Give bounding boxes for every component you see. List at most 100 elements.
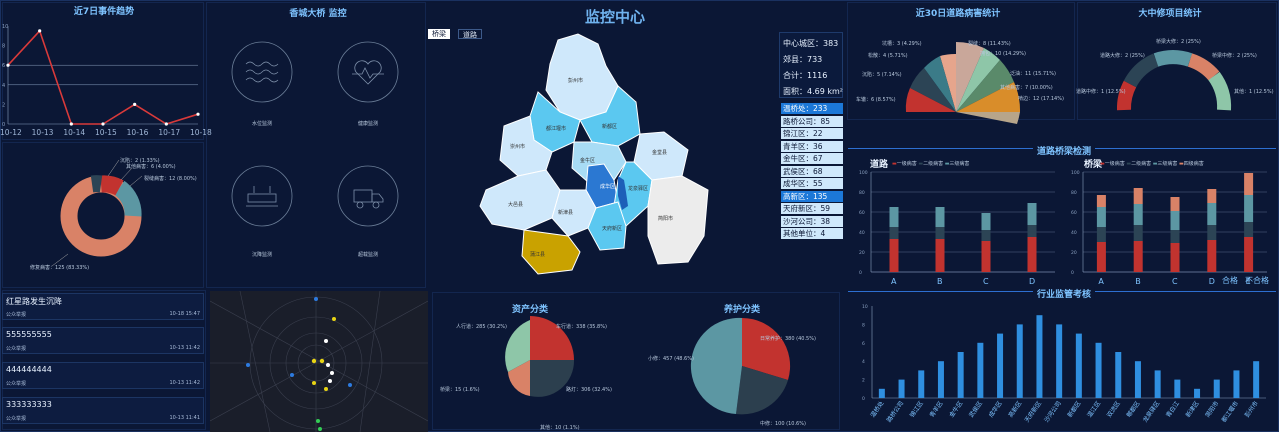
y-tick-label: 10 xyxy=(2,24,8,30)
maintain-title: 养护分类 xyxy=(723,305,761,315)
y-tick-label: 6 xyxy=(862,341,865,347)
map-marker[interactable] xyxy=(312,381,316,385)
map-district[interactable] xyxy=(521,229,581,275)
x-tick-label: 彭州市 xyxy=(1243,400,1260,419)
map-district[interactable] xyxy=(499,115,553,177)
map-marker[interactable] xyxy=(246,363,250,367)
settlement-label: 沉降监测 xyxy=(252,252,273,258)
event-item[interactable]: 555555555 公众举报 10-13 11:42 xyxy=(2,327,204,354)
bar-segment xyxy=(1096,207,1106,227)
asset-label: 人行道：285 (30.2%) xyxy=(456,324,507,330)
tab-bridge[interactable]: 桥梁 xyxy=(428,29,450,39)
donut-label: 其他病害：6 (4.00%) xyxy=(126,164,176,170)
x-tick-label: A xyxy=(1098,277,1104,286)
map-marker[interactable] xyxy=(311,358,317,364)
district-list-item[interactable]: 成华区：55 xyxy=(781,178,843,189)
district-list-item[interactable]: 路桥公司：85 xyxy=(781,115,843,127)
event-item[interactable]: 红星路发生沉降 公众举报 10-18 15:47 xyxy=(2,293,204,320)
map-marker[interactable] xyxy=(316,419,320,423)
map-marker[interactable] xyxy=(290,373,294,377)
y-tick-label: 4 xyxy=(2,83,5,89)
y-tick-label: 80 xyxy=(1071,190,1077,196)
inspection-title: 道路桥梁检测 xyxy=(1032,144,1096,157)
map-district[interactable] xyxy=(479,169,561,231)
event-title: 555555555 xyxy=(6,330,52,339)
map-district[interactable] xyxy=(618,176,628,210)
map-marker[interactable] xyxy=(324,387,328,391)
event-title: 333333333 xyxy=(6,400,52,409)
disease-label: 拥包：10 (14.29%) xyxy=(980,51,1026,57)
disease-label: 裂缝：8 (11.43%) xyxy=(968,41,1011,47)
disease-label: 泛油：11 (15.71%) xyxy=(1010,71,1056,77)
district-list-item[interactable]: 天府新区：59 xyxy=(781,203,843,214)
district-list-item[interactable]: 金牛区：67 xyxy=(781,153,843,164)
bar xyxy=(977,342,984,398)
x-tick-label: 金牛区 xyxy=(947,400,964,419)
events-trend-panel xyxy=(2,2,204,140)
x-tick-label: 青羊区 xyxy=(928,400,945,419)
bar-segment xyxy=(1096,195,1106,207)
disease30-title: 近30日道路病害统计 xyxy=(915,9,1001,19)
event-item[interactable]: 333333333 公众举报 10-13 11:41 xyxy=(2,397,204,424)
district-list-item[interactable]: 高新区：135 xyxy=(781,190,843,202)
bar-segment xyxy=(1027,203,1037,225)
pass-label[interactable]: 合格 xyxy=(1222,276,1238,285)
district-list-item[interactable]: 温桥处：233 xyxy=(781,103,843,114)
fail-label[interactable]: 不合格 xyxy=(1245,276,1269,285)
map-district[interactable] xyxy=(545,33,619,121)
svg-text:彭州市: 彭州市 xyxy=(568,77,583,84)
y-tick-label: 2 xyxy=(862,378,865,384)
line-point xyxy=(69,122,73,126)
map-marker[interactable] xyxy=(330,371,334,375)
bar xyxy=(997,333,1004,398)
map-district[interactable] xyxy=(613,161,653,227)
map-marker[interactable] xyxy=(328,379,332,383)
svg-text:金牛区: 金牛区 xyxy=(580,157,595,164)
bar-segment xyxy=(1027,225,1037,237)
x-tick-label: 新津区 xyxy=(1184,400,1201,419)
map-marker[interactable] xyxy=(348,383,352,387)
x-tick-label: 成华区 xyxy=(987,400,1004,419)
district-list-item[interactable]: 其他单位：4 xyxy=(781,228,843,239)
event-item[interactable]: 444444444 公众举报 10-13 11:42 xyxy=(2,362,204,389)
map-district[interactable] xyxy=(571,141,627,183)
map-district[interactable] xyxy=(647,175,709,265)
x-tick-label: 10-12 xyxy=(0,128,22,137)
event-time: 10-13 11:41 xyxy=(169,415,200,421)
y-tick-label: 0 xyxy=(862,396,865,402)
settlement-icon[interactable] xyxy=(231,165,293,227)
stat-total: 合计：1116 xyxy=(783,71,828,80)
svg-text:新都区: 新都区 xyxy=(602,123,617,130)
city-street-map[interactable] xyxy=(210,291,428,432)
asset-title: 资产分类 xyxy=(511,305,549,315)
health-monitor-icon[interactable] xyxy=(337,41,399,103)
district-list-item[interactable]: 锦江区：22 xyxy=(781,128,843,139)
map-marker[interactable] xyxy=(324,339,328,343)
district-list-item[interactable]: 青羊区：36 xyxy=(781,140,843,152)
map-marker[interactable] xyxy=(332,317,336,321)
tab-road[interactable]: 道路 xyxy=(458,29,482,39)
overload-truck-icon[interactable] xyxy=(337,165,399,227)
district-list-item[interactable]: 武侯区：68 xyxy=(781,165,843,177)
x-tick-label: 高新区 xyxy=(1007,400,1024,419)
map-marker[interactable] xyxy=(314,297,318,301)
road-label: 道路 xyxy=(870,160,889,170)
disease-label: 车辙：6 (8.57%) xyxy=(856,97,896,103)
svg-text:大邑县: 大邑县 xyxy=(508,201,523,208)
legend-label: 四级病害 xyxy=(1183,161,1204,167)
y-tick-label: 100 xyxy=(859,170,868,176)
map-marker[interactable] xyxy=(319,358,325,364)
map-district[interactable] xyxy=(587,201,627,251)
asset-pie-chart xyxy=(505,316,575,397)
bar-segment xyxy=(1207,240,1217,272)
x-tick-label: 10-18 xyxy=(190,128,212,137)
bar xyxy=(1233,370,1240,398)
map-marker[interactable] xyxy=(318,427,322,431)
water-level-icon[interactable] xyxy=(231,41,293,103)
legend-label: 三级病害 xyxy=(949,161,970,167)
map-marker[interactable] xyxy=(326,363,330,367)
x-tick-label: 10-17 xyxy=(158,128,180,137)
y-tick-label: 40 xyxy=(859,230,865,236)
district-list-item[interactable]: 沙河公司：38 xyxy=(781,215,843,227)
